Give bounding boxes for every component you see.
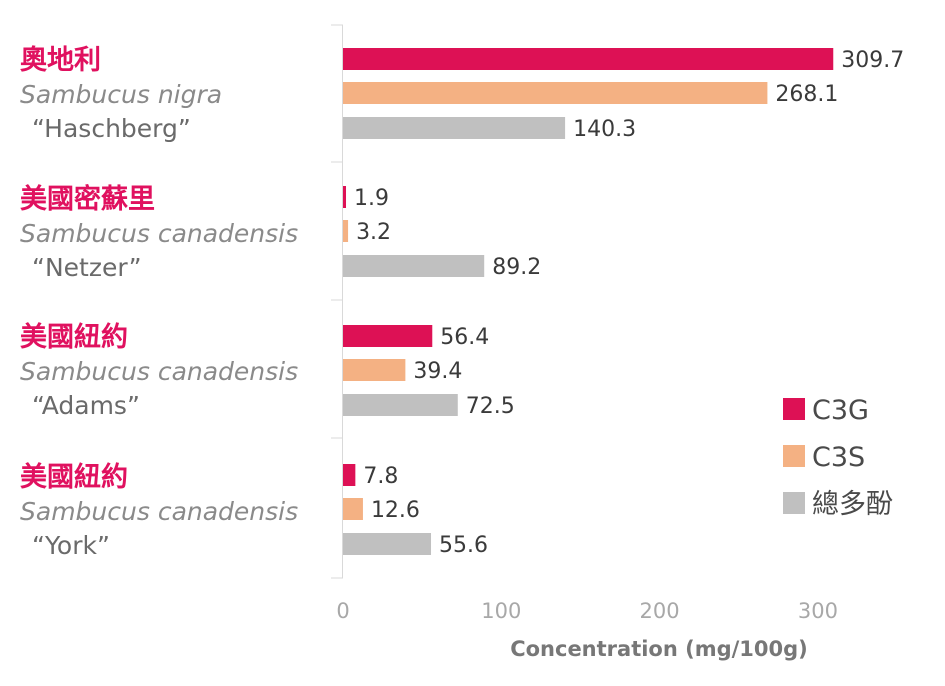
x-tick-0: 0	[336, 599, 349, 623]
category-region-1: 美國密蘇里	[20, 183, 155, 215]
category-species-0: Sambucus nigra	[20, 80, 222, 109]
legend-label-C3S: C3S	[812, 442, 865, 473]
bar-C3G-0	[343, 48, 834, 70]
bar-總多酚-3	[343, 533, 432, 555]
value-label-總多酚-3: 55.6	[439, 533, 488, 558]
category-cultivar-2: “Adams”	[32, 391, 140, 420]
bar-C3G-1	[343, 186, 347, 208]
value-label-C3G-2: 56.4	[440, 325, 489, 350]
bar-總多酚-2	[343, 394, 458, 416]
legend-swatch-總多酚	[783, 492, 805, 514]
bars-layer: 309.7 1.9 56.4 7.8 268.1 3.2 39.4 12.6 140.3 89.2…	[343, 48, 904, 558]
legend: C3G C3S 總多酚	[783, 395, 893, 520]
bar-C3S-3	[343, 498, 363, 520]
category-labels: 奧地利 Sambucus nigra “Haschberg” 美國密蘇里 Sambucu…	[20, 45, 298, 560]
value-label-C3G-3: 7.8	[363, 464, 398, 489]
x-tick-1: 100	[481, 599, 521, 623]
category-region-3: 美國紐約	[20, 461, 128, 493]
category-region-0: 奧地利	[20, 45, 101, 76]
bar-C3G-3	[343, 464, 356, 486]
legend-label-C3G: C3G	[812, 395, 869, 426]
bar-C3S-0	[343, 82, 768, 104]
x-tick-3: 300	[798, 599, 838, 623]
bar-C3S-1	[343, 220, 349, 242]
value-label-總多酚-1: 89.2	[492, 255, 541, 280]
bar-總多酚-1	[343, 255, 485, 277]
category-species-1: Sambucus canadensis	[20, 219, 298, 248]
category-region-2: 美國紐約	[20, 321, 128, 353]
value-label-總多酚-2: 72.5	[466, 394, 515, 419]
bar-C3S-2	[343, 359, 406, 381]
bar-C3G-2	[343, 325, 433, 347]
axis-layer	[331, 24, 343, 579]
category-species-2: Sambucus canadensis	[20, 357, 298, 386]
category-cultivar-0: “Haschberg”	[32, 114, 191, 143]
category-cultivar-1: “Netzer”	[32, 253, 142, 282]
x-ticks: 0 100 200 300	[336, 599, 838, 623]
value-label-C3S-3: 12.6	[371, 498, 420, 523]
category-species-3: Sambucus canadensis	[20, 497, 298, 526]
x-tick-2: 200	[640, 599, 680, 623]
category-cultivar-3: “York”	[32, 531, 110, 560]
legend-swatch-C3S	[783, 445, 805, 467]
bar-總多酚-0	[343, 117, 566, 139]
legend-swatch-C3G	[783, 398, 805, 420]
value-label-C3S-0: 268.1	[775, 82, 838, 107]
value-label-C3S-2: 39.4	[413, 359, 462, 384]
x-axis-label: Concentration (mg/100g)	[510, 637, 808, 661]
value-label-總多酚-0: 140.3	[573, 117, 636, 142]
value-label-C3G-0: 309.7	[841, 48, 904, 73]
value-label-C3S-1: 3.2	[356, 220, 391, 245]
legend-label-總多酚: 總多酚	[812, 489, 893, 520]
value-label-C3G-1: 1.9	[354, 186, 389, 211]
